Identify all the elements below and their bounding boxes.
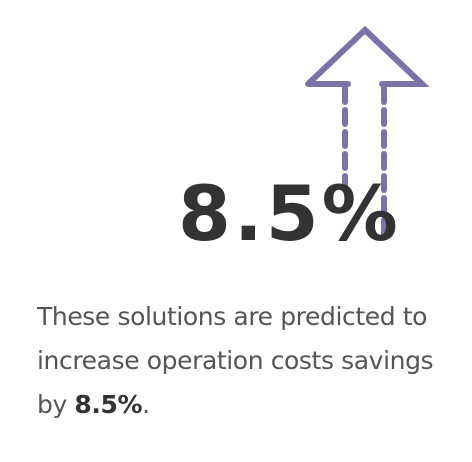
stat-value: 8.5% (178, 169, 401, 258)
caption-suffix: . (142, 390, 150, 419)
caption-text: These solutions are predicted to increas… (37, 295, 457, 427)
caption-highlight: 8.5% (74, 390, 143, 419)
caption-prefix: by (37, 390, 75, 419)
caption-line-2: increase operation costs savings (37, 346, 434, 375)
dashed-up-arrow-icon (305, 25, 430, 245)
caption-line-1: These solutions are predicted to (37, 302, 428, 331)
